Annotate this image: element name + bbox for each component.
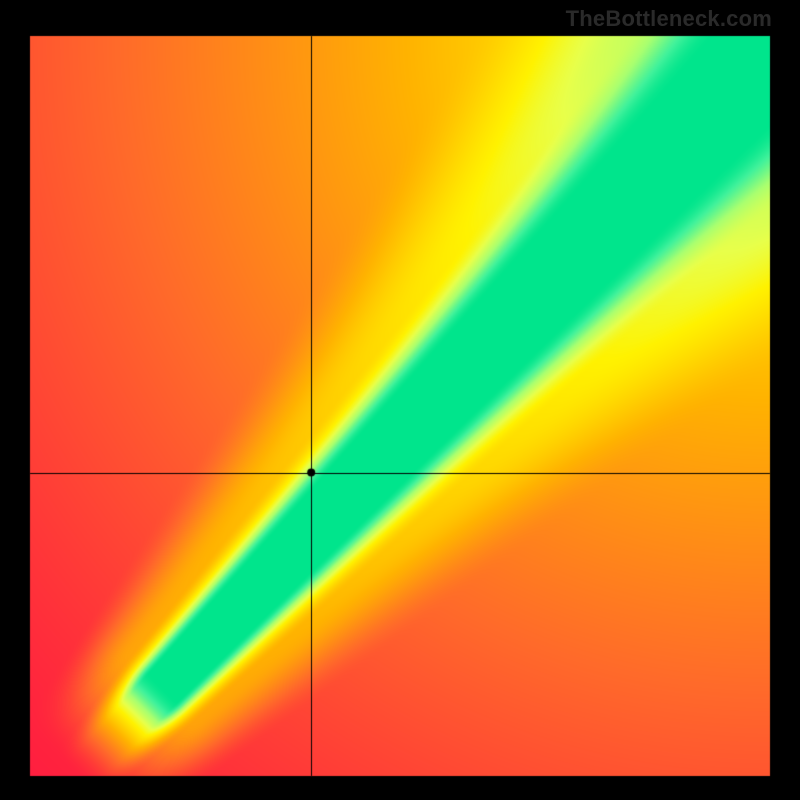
- watermark-text: TheBottleneck.com: [566, 6, 772, 32]
- crosshair-layer: [0, 0, 800, 800]
